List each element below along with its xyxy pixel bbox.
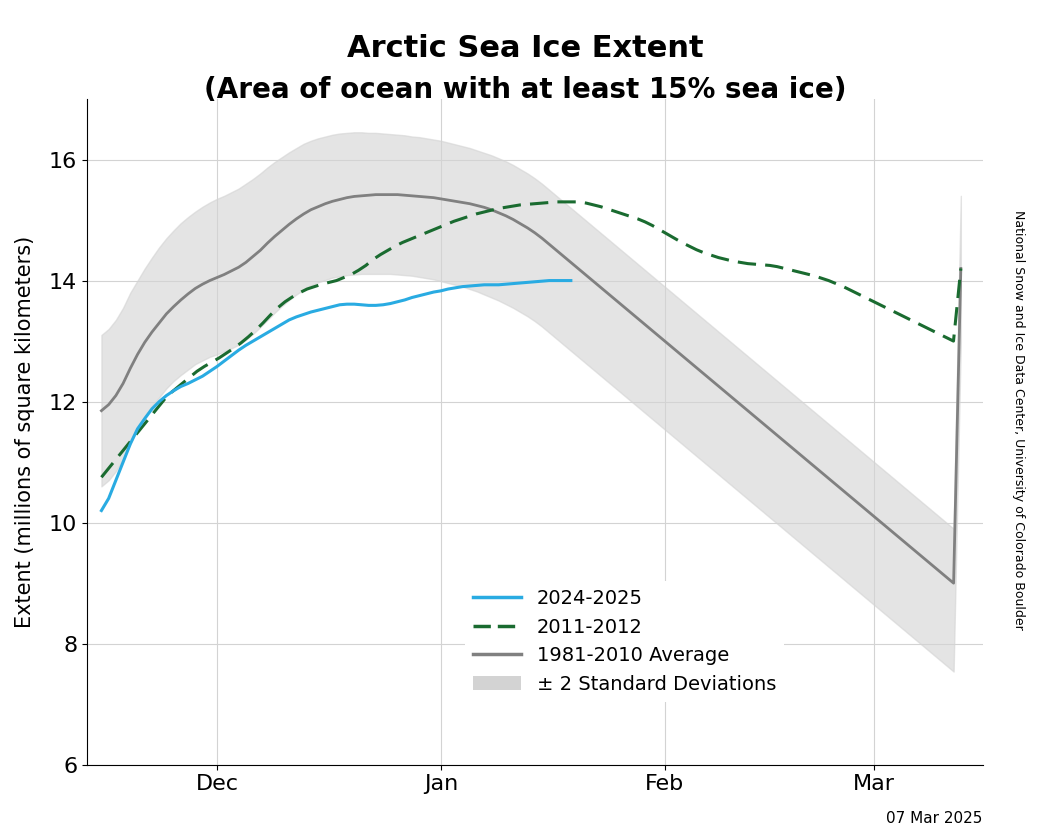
Text: 07 Mar 2025: 07 Mar 2025 [886, 811, 983, 827]
Y-axis label: Extent (millions of square kilometers): Extent (millions of square kilometers) [15, 236, 35, 628]
Text: Arctic Sea Ice Extent: Arctic Sea Ice Extent [346, 34, 704, 63]
Text: (Area of ocean with at least 15% sea ice): (Area of ocean with at least 15% sea ice… [204, 76, 846, 103]
Text: National Snow and Ice Data Center, University of Colorado Boulder: National Snow and Ice Data Center, Unive… [1012, 210, 1025, 630]
Legend: 2024-2025, 2011-2012, 1981-2010 Average, ± 2 Standard Deviations: 2024-2025, 2011-2012, 1981-2010 Average,… [465, 581, 784, 701]
